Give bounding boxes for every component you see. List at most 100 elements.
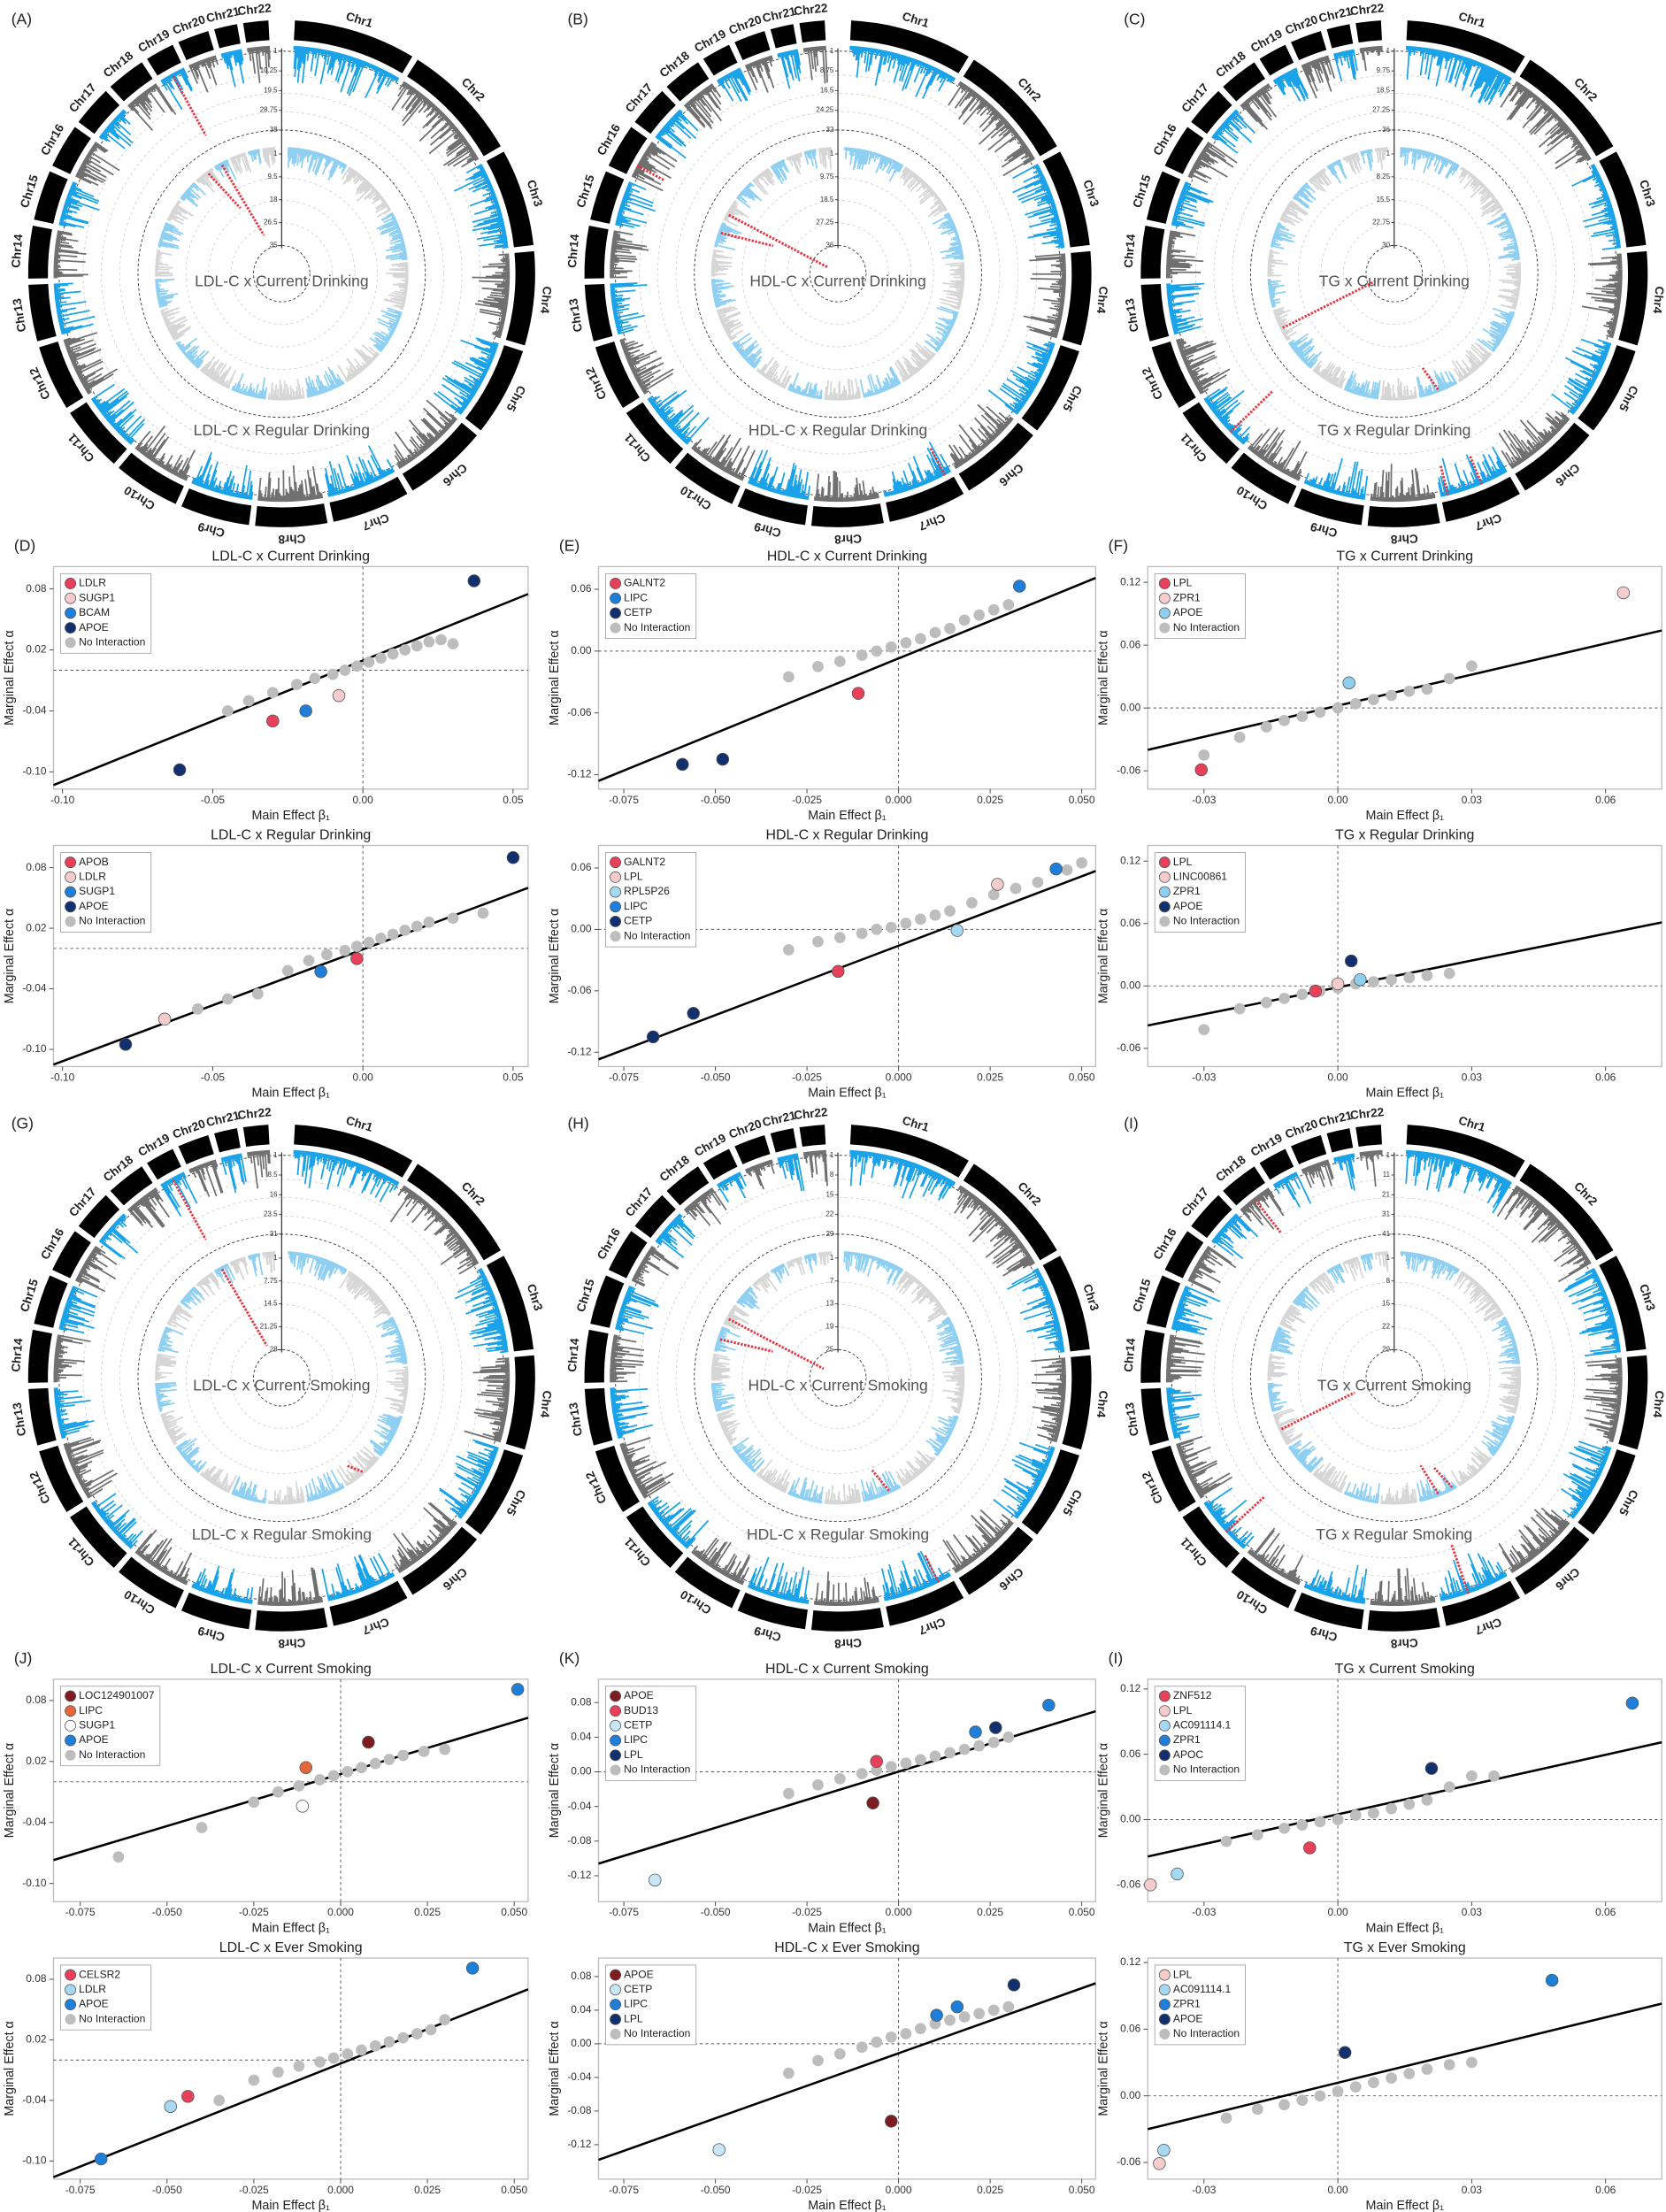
x-tick-label: -0.025 <box>792 1071 822 1083</box>
point <box>1261 721 1272 733</box>
point <box>958 614 971 626</box>
legend-marker <box>610 607 622 619</box>
chromosome-band <box>1519 59 1614 157</box>
point <box>856 927 868 940</box>
x-tick-label: -0.050 <box>701 1906 731 1918</box>
tick-label: 36 <box>825 242 833 250</box>
point <box>1368 2077 1379 2089</box>
y-tick-label: 0.08 <box>571 1970 592 1982</box>
y-tick-label: -0.06 <box>567 984 592 996</box>
outer-title: LDL-C x Regular Smoking <box>192 1525 372 1543</box>
point <box>1421 970 1433 981</box>
chromosome-label: Chr4 <box>1650 1390 1666 1419</box>
chromosome-band <box>1140 1387 1170 1446</box>
chromosome-band <box>799 20 826 43</box>
point <box>506 850 520 864</box>
point <box>314 1774 326 1786</box>
legend-label: APOE <box>79 1998 109 2010</box>
legend-label: LDLR <box>79 871 106 883</box>
chromosome-band <box>329 476 408 522</box>
legend: LDLR SUGP1 BCAM APOE No Interaction <box>60 572 152 654</box>
manhattan-track <box>770 158 790 185</box>
x-tick-label: 0.025 <box>977 794 1003 806</box>
tick-label: 22 <box>1382 1323 1390 1331</box>
chromosome-band <box>52 127 91 174</box>
manhattan-track <box>321 1553 395 1601</box>
x-tick-label: -0.05 <box>201 794 226 806</box>
chromosome-band <box>147 1148 181 1180</box>
chromosome-label: Chr8 <box>1390 1636 1418 1650</box>
y-tick-label: 0.12 <box>1120 1682 1141 1694</box>
legend-label: LIPC <box>624 900 648 912</box>
manhattan-track <box>1272 306 1301 342</box>
chromosome-band <box>886 1580 964 1626</box>
chromosome-band <box>1140 225 1165 279</box>
manhattan-track <box>1333 49 1358 82</box>
legend-label: ZPR1 <box>1173 591 1201 603</box>
y-axis-label: Marginal Effect α <box>1097 909 1111 1003</box>
manhattan-track <box>860 1471 902 1502</box>
point <box>958 2011 971 2023</box>
x-axis-label: Main Effect β₁ <box>1366 809 1445 823</box>
chromosome-band <box>1146 1275 1181 1328</box>
chromosome-band <box>34 1275 68 1328</box>
tick-label: 18 <box>270 196 278 204</box>
point <box>783 671 795 683</box>
fit-line <box>53 1717 529 1862</box>
point <box>222 705 234 717</box>
point <box>119 1038 133 1051</box>
legend-label: LPL <box>624 1748 643 1761</box>
chart-title: HDL-C x Current Drinking <box>767 549 927 564</box>
chromosome-band <box>1599 1256 1647 1352</box>
manhattan-track <box>941 1366 965 1415</box>
legend-label: No Interaction <box>79 1748 145 1761</box>
point <box>411 640 423 652</box>
chromosome-band <box>486 1256 534 1352</box>
point <box>1332 2085 1344 2098</box>
legend-label: ZNF512 <box>1173 1689 1212 1701</box>
point <box>1466 1770 1478 1782</box>
y-tick-label: -0.04 <box>22 1816 47 1828</box>
chromosome-band <box>1326 24 1354 49</box>
chromosome-label: Chr3 <box>1637 1282 1658 1312</box>
manhattan-track <box>1500 81 1592 170</box>
chromosome-band <box>1191 90 1232 134</box>
tick-label: 24.25 <box>816 106 833 114</box>
manhattan-track <box>1405 1149 1512 1214</box>
manhattan-track <box>1360 149 1374 172</box>
chromosome-band <box>1146 171 1181 224</box>
manhattan-track <box>1176 338 1231 395</box>
chromosome-band <box>1021 345 1079 431</box>
manhattan-track <box>389 1185 480 1275</box>
legend-label: LIPC <box>624 1998 648 2010</box>
point <box>423 635 435 648</box>
legend-marker <box>1158 607 1171 619</box>
point <box>1386 973 1397 986</box>
manhattan-track <box>1496 1185 1592 1283</box>
y-tick-label: -0.10 <box>22 2154 47 2167</box>
chromosome-label: Chr8 <box>278 532 306 546</box>
hit-line <box>719 1338 773 1353</box>
chromosome-band <box>1294 1592 1364 1630</box>
hit-line <box>1225 1495 1266 1533</box>
manhattan-track <box>324 445 395 497</box>
manhattan-track <box>802 1149 828 1187</box>
tick-label: 13 <box>825 1300 833 1308</box>
legend-marker <box>610 1764 621 1776</box>
manhattan-track <box>375 1316 408 1364</box>
x-tick-label: -0.03 <box>1192 1071 1217 1083</box>
manhattan-track <box>756 1459 791 1494</box>
point <box>383 1754 395 1765</box>
legend-label: No Interaction <box>624 2027 690 2039</box>
x-tick-label: 0.050 <box>1069 1071 1095 1083</box>
manhattan-track <box>647 389 710 445</box>
manhattan-track <box>1007 1267 1065 1353</box>
point <box>435 634 447 646</box>
legend-marker <box>610 1969 622 1981</box>
manhattan-track <box>751 167 775 196</box>
chromosome-label: Chr21 <box>1317 1109 1354 1129</box>
x-tick-label: 0.025 <box>977 1906 1003 1918</box>
manhattan-track <box>723 1303 750 1331</box>
manhattan-track <box>1551 338 1612 415</box>
manhattan-track <box>155 1381 177 1412</box>
